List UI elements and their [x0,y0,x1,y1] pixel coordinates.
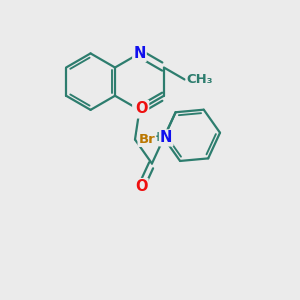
Text: Br: Br [139,133,155,146]
Text: O: O [135,179,148,194]
Text: H: H [150,131,161,144]
Text: N: N [133,102,145,117]
Text: N: N [133,46,145,61]
Text: O: O [136,101,148,116]
Text: N: N [160,130,172,146]
Text: CH₃: CH₃ [186,73,213,86]
